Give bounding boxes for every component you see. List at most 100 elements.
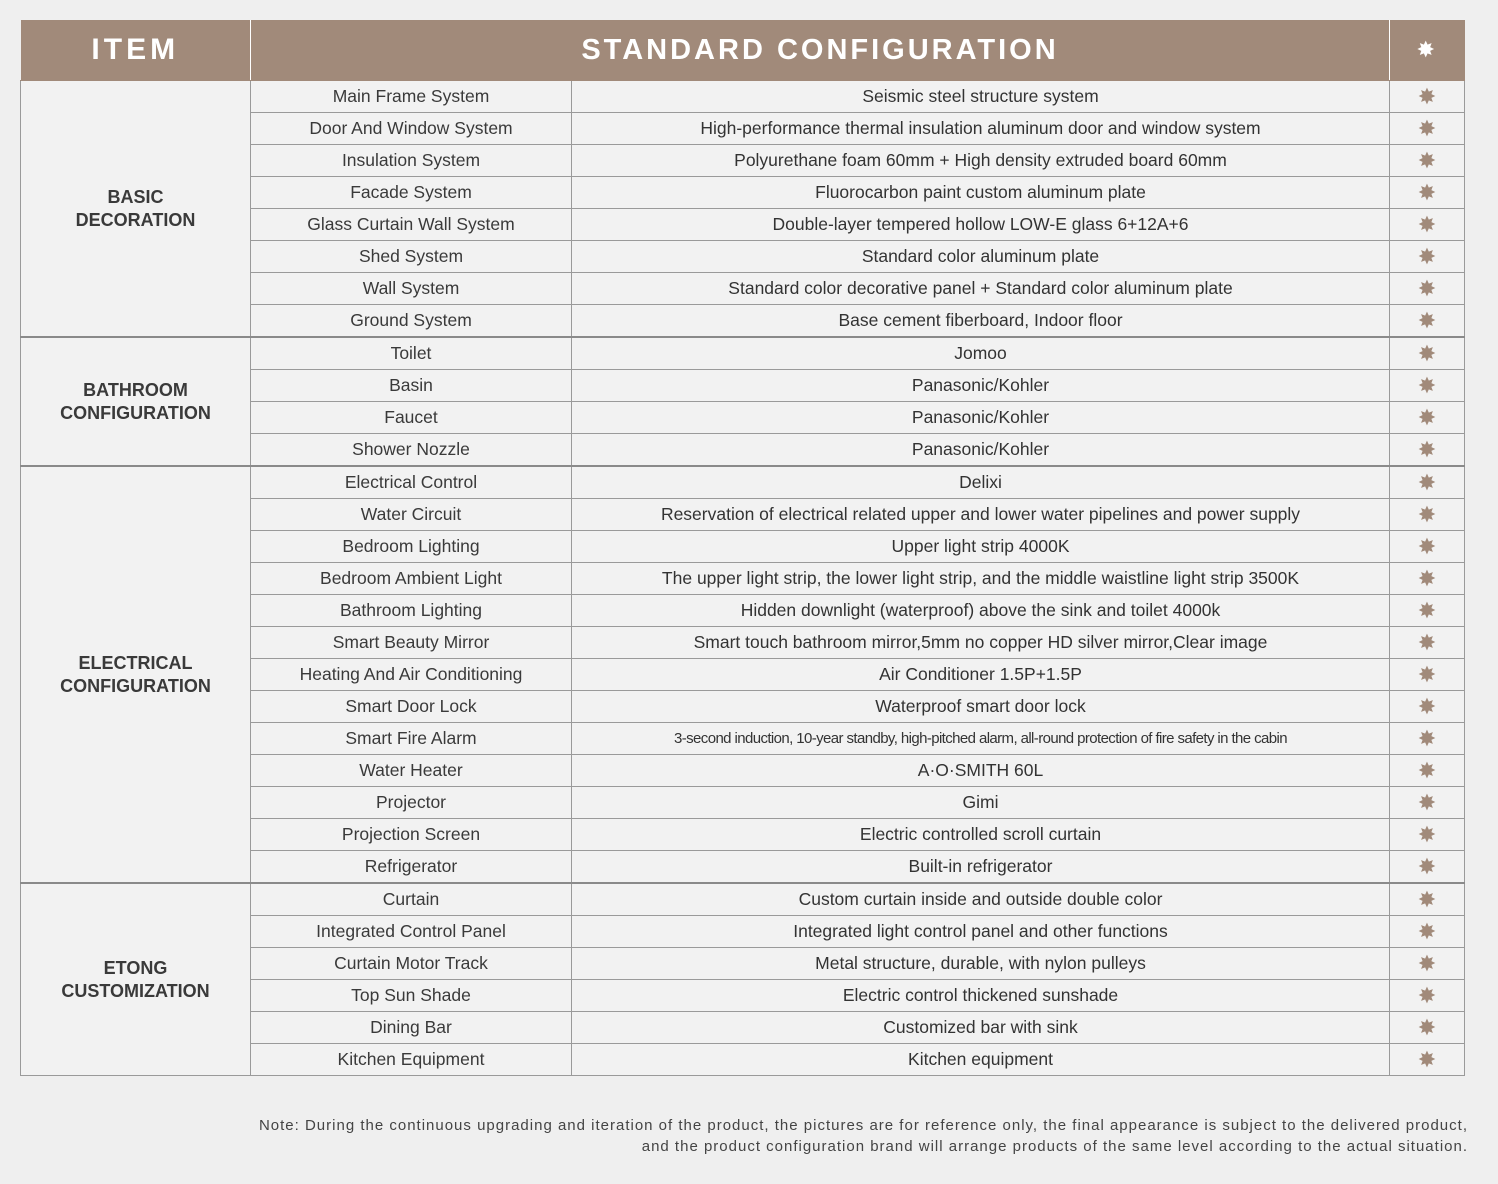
config-value: Built-in refrigerator — [571, 850, 1390, 884]
group-label-line: BATHROOM — [83, 379, 188, 400]
config-value: Electric control thickened sunshade — [571, 979, 1390, 1012]
star-icon: ✸ — [1389, 369, 1465, 402]
star-icon: ✸ — [1389, 336, 1465, 370]
star-icon: ✸ — [1389, 658, 1465, 691]
config-value: Electric controlled scroll curtain — [571, 818, 1390, 851]
config-value: 3-second induction, 10-year standby, hig… — [571, 722, 1390, 755]
config-value: Air Conditioner 1.5P+1.5P — [571, 658, 1390, 691]
item-name: Electrical Control — [250, 465, 572, 499]
group-label: ELECTRICAL CONFIGURATION — [20, 465, 251, 884]
table-row: Door And Window System High-performance t… — [21, 112, 1465, 145]
star-icon: ✸ — [1389, 722, 1465, 755]
group-label-line: CONFIGURATION — [60, 402, 211, 423]
item-name: Smart Door Lock — [250, 690, 572, 723]
table-row: ELECTRICAL CONFIGURATION Electrical Contro… — [20, 465, 1465, 884]
star-icon: ✸ — [1389, 754, 1465, 787]
table-row: Shower Nozzle Panasonic/Kohler ✸ — [21, 433, 1465, 467]
item-name: Smart Fire Alarm — [250, 722, 572, 755]
star-icon: ✸ — [1389, 1043, 1465, 1076]
header-star-icon: ✸ — [1389, 20, 1465, 81]
item-name: Main Frame System — [250, 80, 572, 113]
star-icon: ✸ — [1389, 594, 1465, 627]
config-value: Kitchen equipment — [571, 1043, 1390, 1076]
star-icon: ✸ — [1389, 401, 1465, 434]
item-name: Insulation System — [250, 144, 572, 177]
item-name: Smart Beauty Mirror — [250, 626, 572, 659]
item-name: Curtain — [250, 882, 572, 916]
table-row: Basin Panasonic/Kohler ✸ — [21, 369, 1465, 402]
item-name: Wall System — [250, 272, 572, 305]
star-icon: ✸ — [1389, 176, 1465, 209]
table-row: Faucet Panasonic/Kohler ✸ — [21, 401, 1465, 434]
item-name: Door And Window System — [250, 112, 572, 145]
item-name: Bedroom Ambient Light — [250, 562, 572, 595]
table-row: Ground System Base cement fiberboard, Ind… — [21, 304, 1465, 338]
item-name: Water Heater — [250, 754, 572, 787]
item-name: Bedroom Lighting — [250, 530, 572, 563]
item-name: Kitchen Equipment — [250, 1043, 572, 1076]
table-row: Facade System Fluorocarbon paint custom a… — [21, 176, 1465, 209]
group-label-line: ETONG — [103, 957, 168, 978]
group-label-line: DECORATION — [75, 209, 196, 230]
star-icon: ✸ — [1389, 465, 1465, 499]
item-name: Shower Nozzle — [250, 433, 572, 467]
config-value: Waterproof smart door lock — [571, 690, 1390, 723]
star-icon: ✸ — [1389, 1011, 1465, 1044]
config-value: Jomoo — [571, 336, 1390, 370]
header-standard-configuration: STANDARD CONFIGURATION — [250, 20, 1390, 81]
footnote-line-1: Note: During the continuous upgrading an… — [258, 1117, 1468, 1134]
item-name: Top Sun Shade — [250, 979, 572, 1012]
item-name: Dining Bar — [250, 1011, 572, 1044]
table-row: Integrated Control Panel Integrated light… — [21, 915, 1465, 948]
config-value: Standard color decorative panel + Standa… — [571, 272, 1390, 305]
table-row: Shed System Standard color aluminum plate… — [21, 240, 1465, 273]
config-value: Delixi — [571, 465, 1390, 499]
config-value: Custom curtain inside and outside double… — [571, 882, 1390, 916]
star-icon: ✸ — [1389, 112, 1465, 145]
item-name: Facade System — [250, 176, 572, 209]
star-icon: ✸ — [1389, 562, 1465, 595]
item-name: Shed System — [250, 240, 572, 273]
config-value: Base cement fiberboard, Indoor floor — [571, 304, 1390, 338]
group-label-line: CONFIGURATION — [60, 675, 211, 696]
config-value: Metal structure, durable, with nylon pul… — [571, 947, 1390, 980]
footnote: Note: During the continuous upgrading an… — [259, 1115, 1468, 1157]
config-value: High-performance thermal insulation alum… — [571, 112, 1390, 145]
star-icon: ✸ — [1389, 882, 1465, 916]
star-icon: ✸ — [1389, 786, 1465, 819]
config-value: Customized bar with sink — [571, 1011, 1390, 1044]
table-header-row: ITEM STANDARD CONFIGURATION ✸ — [20, 20, 1465, 81]
table-row: Water Circuit Reservation of electrical r… — [21, 498, 1465, 531]
config-value: Standard color aluminum plate — [571, 240, 1390, 273]
config-value: Panasonic/Kohler — [571, 401, 1390, 434]
table-row: Bathroom Lighting Hidden downlight (water… — [21, 594, 1465, 627]
star-icon: ✸ — [1389, 626, 1465, 659]
config-value: Upper light strip 4000K — [571, 530, 1390, 563]
star-icon: ✸ — [1389, 208, 1465, 241]
item-name: Projection Screen — [250, 818, 572, 851]
table-row: Wall System Standard color decorative pan… — [21, 272, 1465, 305]
config-value: The upper light strip, the lower light s… — [571, 562, 1390, 595]
star-icon: ✸ — [1389, 850, 1465, 884]
group-label: BATHROOM CONFIGURATION — [20, 336, 251, 467]
item-name: Refrigerator — [250, 850, 572, 884]
star-icon: ✸ — [1389, 915, 1465, 948]
table-row: Projector Gimi ✸ — [21, 786, 1465, 819]
table-row: Top Sun Shade Electric control thickened … — [21, 979, 1465, 1012]
config-value: Polyurethane foam 60mm + High density ex… — [571, 144, 1390, 177]
star-icon: ✸ — [1389, 498, 1465, 531]
table-row: Bedroom Ambient Light The upper light str… — [21, 562, 1465, 595]
config-value: Smart touch bathroom mirror,5mm no coppe… — [571, 626, 1390, 659]
star-icon: ✸ — [1389, 690, 1465, 723]
star-icon: ✸ — [1389, 947, 1465, 980]
table-row: ETONG CUSTOMIZATION Curtain Custom curtain … — [20, 882, 1465, 1076]
item-name: Curtain Motor Track — [250, 947, 572, 980]
table-row: Refrigerator Built-in refrigerator ✸ — [21, 850, 1465, 884]
item-name: Bathroom Lighting — [250, 594, 572, 627]
item-name: Toilet — [250, 336, 572, 370]
config-value: A·O·SMITH 60L — [571, 754, 1390, 787]
star-icon: ✸ — [1389, 818, 1465, 851]
star-icon: ✸ — [1389, 240, 1465, 273]
table-row: Bedroom Lighting Upper light strip 4000K ✸ — [21, 530, 1465, 563]
group-label-line: BASIC — [107, 186, 164, 207]
